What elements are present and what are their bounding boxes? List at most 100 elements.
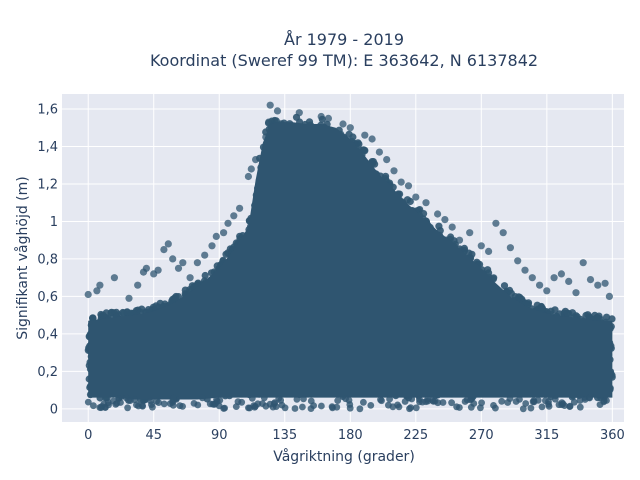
outlier-point [572, 289, 580, 297]
data-point [507, 289, 515, 297]
data-point [307, 397, 315, 405]
data-point [382, 172, 390, 180]
outlier-point [224, 219, 232, 227]
x-tick-label: 225 [403, 428, 428, 443]
data-point [453, 403, 460, 411]
data-point [275, 395, 283, 402]
data-point [194, 401, 202, 409]
data-point [406, 197, 414, 206]
outlier-point [164, 240, 172, 248]
outlier-point [179, 259, 187, 267]
data-point [608, 315, 616, 323]
data-point [361, 147, 369, 155]
outlier-point [262, 133, 270, 141]
outlier-point [125, 294, 133, 302]
data-point [516, 293, 524, 302]
data-point [512, 398, 520, 405]
outlier-point [361, 131, 369, 139]
data-point [529, 398, 537, 406]
y-tick-label: 1,6 [37, 102, 58, 117]
outlier-point [212, 232, 220, 240]
data-point [124, 404, 131, 412]
data-point [210, 401, 218, 408]
outlier-point [383, 156, 391, 164]
outlier-point [422, 199, 430, 207]
data-point [291, 405, 299, 412]
outlier-point [201, 251, 209, 259]
data-point [96, 404, 104, 411]
data-point [232, 403, 240, 410]
data-point [408, 395, 416, 403]
outlier-point [521, 266, 529, 274]
data-point [152, 302, 160, 310]
data-point [161, 300, 169, 308]
data-point [401, 398, 409, 405]
data-point [407, 404, 415, 411]
data-point [119, 308, 127, 317]
outlier-point [485, 247, 493, 255]
data-point [378, 397, 385, 405]
data-point [524, 300, 532, 308]
data-point [394, 401, 401, 409]
data-point [84, 398, 92, 406]
outlier-point [412, 193, 420, 201]
outlier-point [455, 236, 464, 244]
outlier-point [601, 279, 609, 287]
data-point [498, 397, 506, 405]
data-point [144, 306, 153, 314]
data-point [522, 400, 530, 407]
y-tick-label: 1 [50, 215, 58, 230]
data-point [412, 404, 420, 412]
data-point [245, 404, 252, 412]
data-point [109, 397, 117, 405]
outlier-point [265, 118, 273, 126]
y-tick-label: 0 [50, 402, 58, 417]
data-point [269, 403, 277, 411]
outlier-point [368, 135, 376, 143]
outlier-point [390, 167, 398, 175]
data-point [155, 399, 163, 406]
data-point [527, 404, 535, 412]
data-point [533, 301, 541, 309]
outlier-point [244, 172, 252, 181]
data-points [84, 101, 616, 413]
data-point [334, 397, 342, 404]
data-point [127, 309, 135, 317]
chart-title: År 1979 - 2019 [284, 30, 404, 49]
data-point [101, 404, 109, 411]
outlier-point [169, 255, 177, 263]
y-tick-label: 0,8 [37, 252, 58, 267]
outlier-point [186, 274, 194, 282]
data-point [538, 403, 546, 411]
data-point [126, 397, 134, 404]
y-tick-label: 0,4 [37, 327, 58, 342]
x-tick-labels: 0 45 90 135 180 225 270 315 360 [84, 428, 625, 443]
outlier-point [477, 242, 485, 250]
outlier-point [506, 244, 514, 252]
x-tick-label: 135 [272, 428, 297, 443]
outlier-point [193, 259, 201, 267]
outlier-point [550, 274, 558, 282]
data-point [506, 395, 514, 402]
outlier-point [557, 270, 566, 278]
outlier-point [586, 276, 595, 284]
data-point [545, 403, 553, 410]
data-point [447, 233, 455, 241]
data-point [448, 399, 455, 407]
data-point [500, 282, 509, 290]
outlier-point [397, 178, 405, 186]
data-point [248, 394, 256, 402]
x-tick-label: 315 [534, 428, 559, 443]
data-point [318, 402, 325, 410]
data-point [293, 396, 301, 403]
x-tick-label: 0 [84, 428, 92, 443]
x-tick-label: 180 [338, 428, 363, 443]
data-point [576, 403, 584, 411]
outlier-point [466, 229, 474, 237]
outlier-point [492, 219, 500, 227]
data-point [176, 402, 184, 410]
outlier-point [543, 287, 551, 295]
outlier-point [579, 259, 587, 267]
data-point [367, 402, 375, 409]
outlier-point [252, 156, 260, 164]
